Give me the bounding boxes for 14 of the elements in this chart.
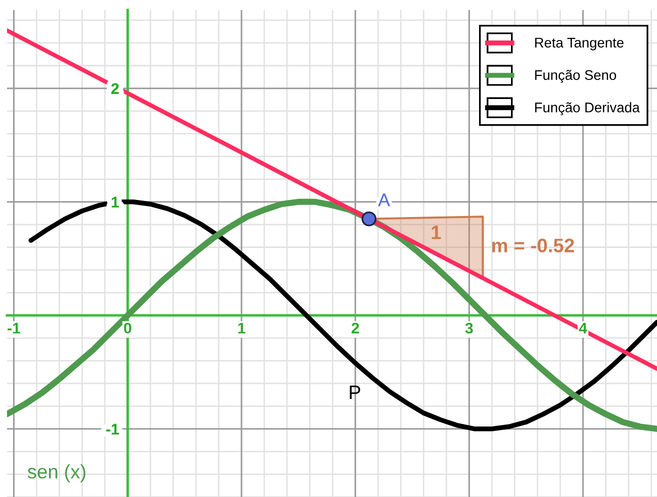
legend-label: Função Derivada (535, 102, 640, 116)
x-tick-label: 3 (465, 322, 473, 334)
annotation: m = -0.52 (492, 238, 574, 252)
x-tick-label: 4 (578, 322, 588, 334)
x-tick-label: -1 (8, 322, 20, 334)
x-tick-label: 2 (352, 322, 359, 334)
legend-label: Função Seno (535, 70, 616, 83)
annotation: 1 (432, 226, 441, 240)
legend-label: Reta Tangente (535, 38, 624, 50)
x-tick-label: 1 (238, 322, 246, 334)
annotation: sen (x) (28, 464, 86, 482)
x-tick-label: 0 (124, 322, 132, 334)
annotation: P (350, 386, 360, 400)
y-tick-label: -1 (106, 424, 119, 434)
